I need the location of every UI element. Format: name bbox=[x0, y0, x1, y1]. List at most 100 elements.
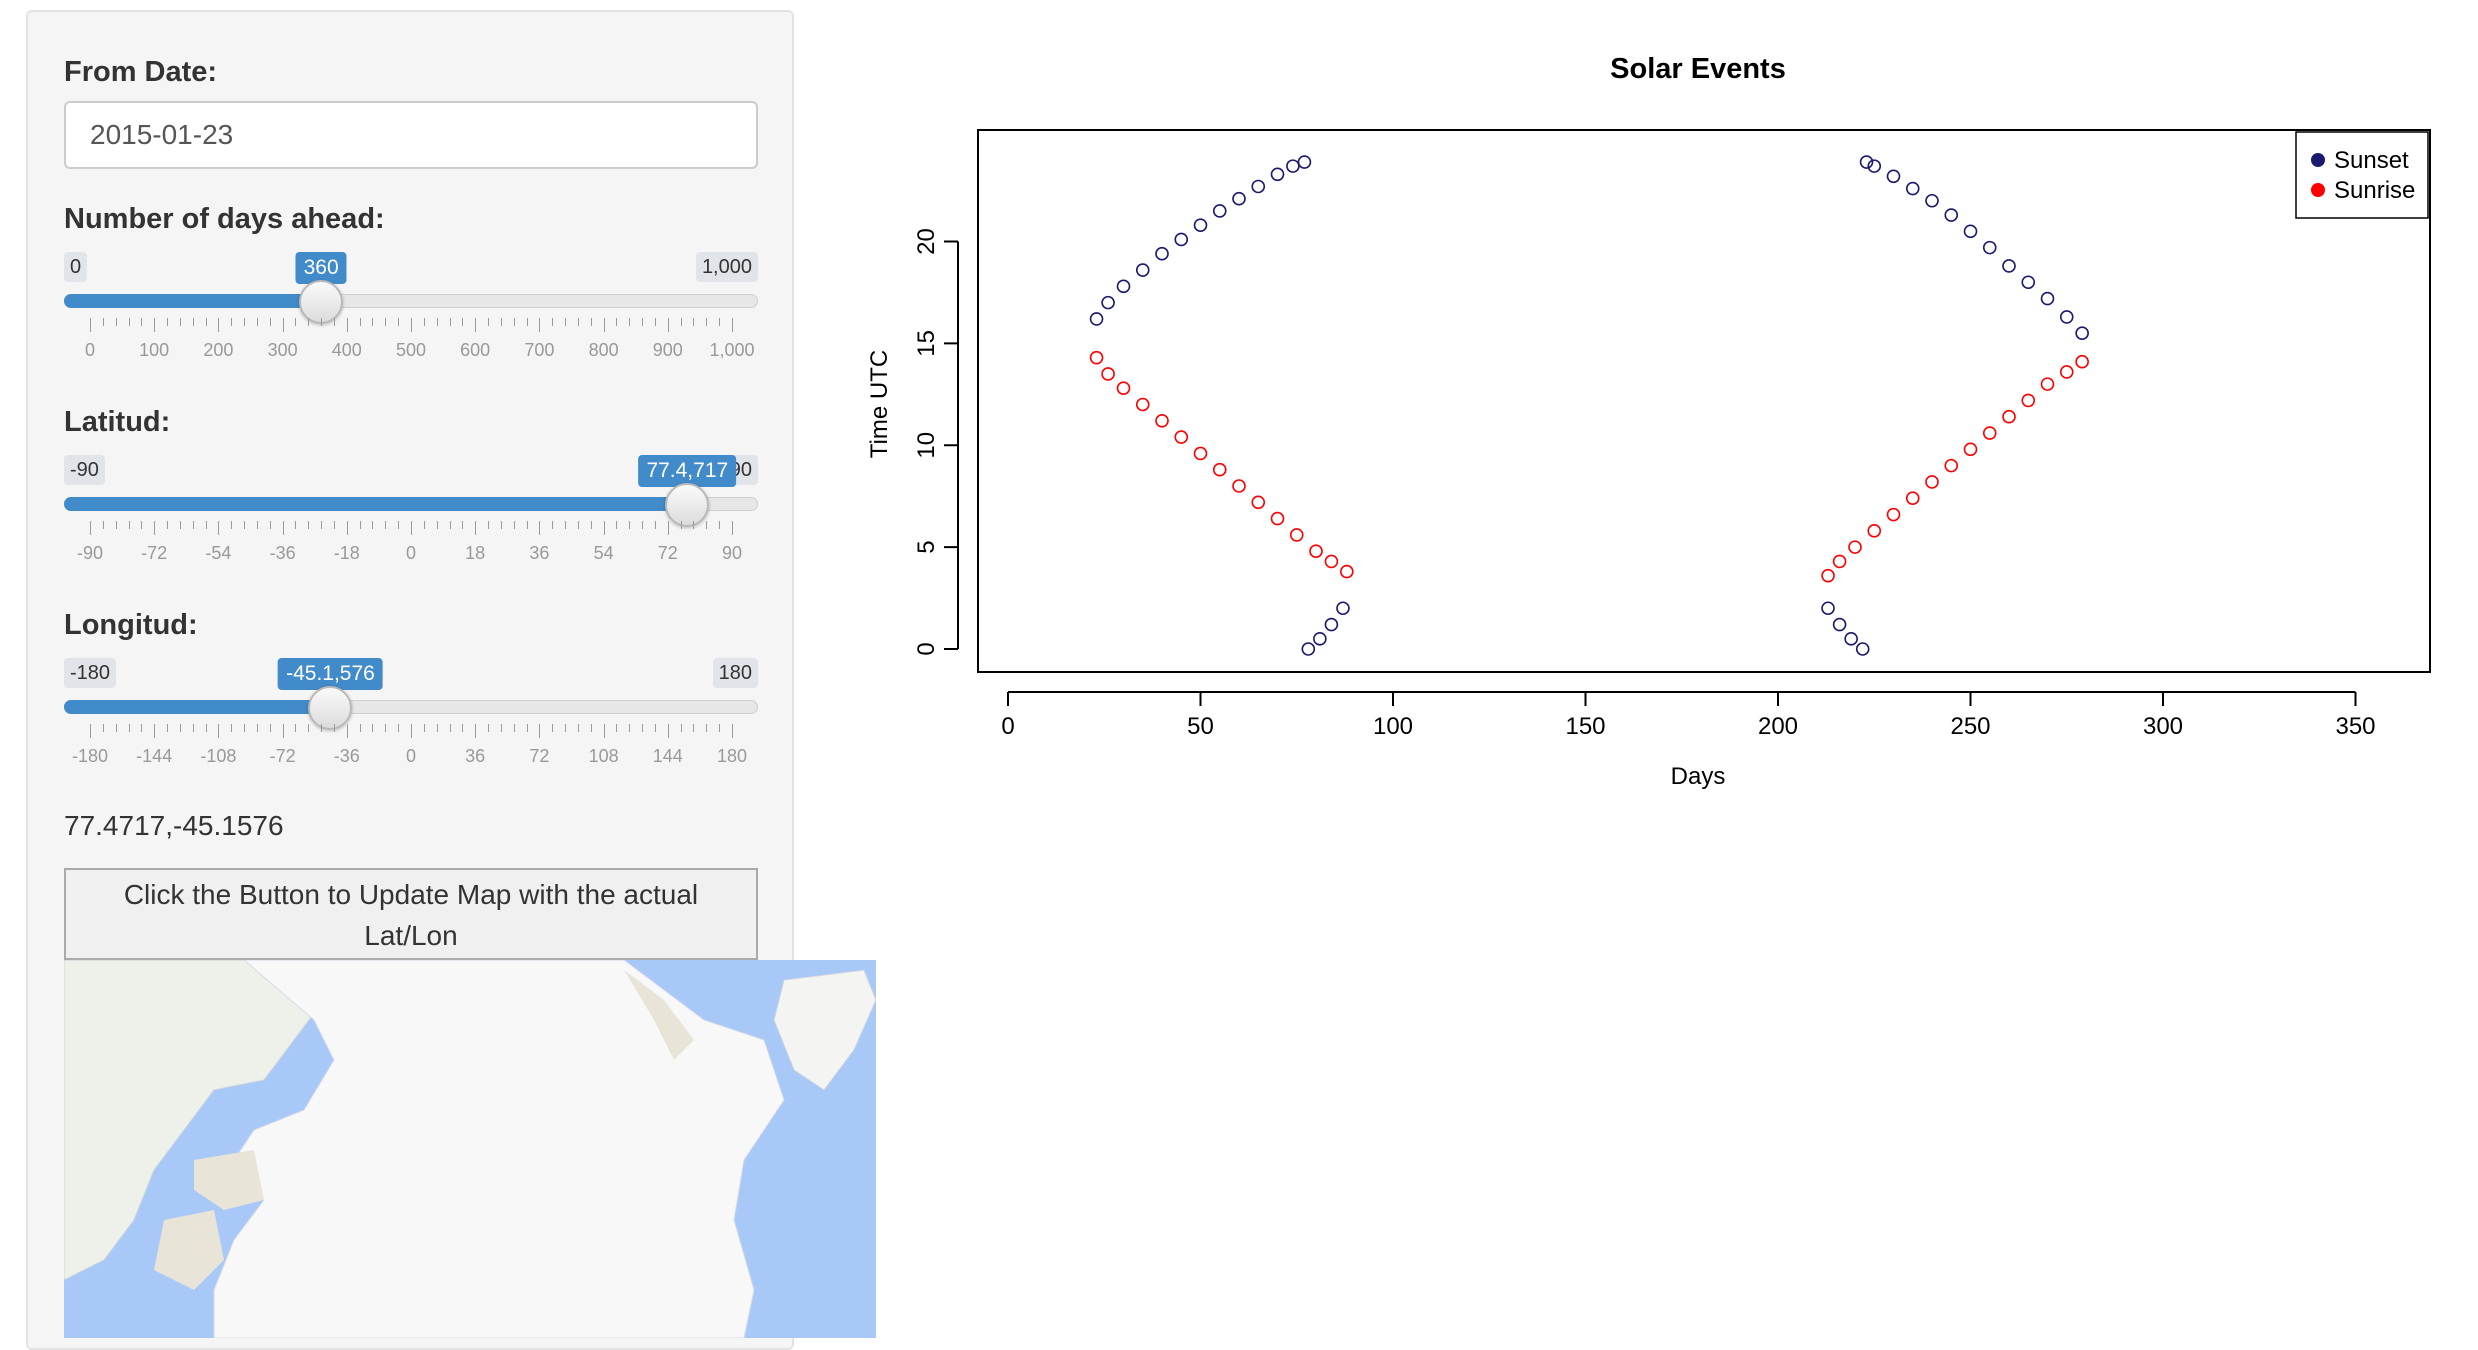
slider-tick-label: 108 bbox=[588, 746, 619, 766]
slider-tick bbox=[398, 521, 400, 529]
slider-tick bbox=[449, 724, 451, 732]
slider-tick bbox=[231, 521, 233, 529]
latitude-slider[interactable]: -90 90 77.4,717 -90 -72 -54 -36 -18 0 18 36 54 72… bbox=[64, 455, 758, 595]
sunset-point bbox=[2040, 291, 2055, 306]
slider-tick bbox=[179, 724, 181, 732]
slider-tick bbox=[359, 521, 361, 529]
slider-tick bbox=[385, 318, 387, 326]
slider-tick bbox=[706, 521, 708, 529]
slider-tick-label: 400 bbox=[331, 340, 362, 360]
slider-tick bbox=[488, 724, 490, 732]
slider-tick bbox=[115, 521, 117, 529]
slider-tick bbox=[552, 724, 554, 732]
sunrise-point bbox=[1832, 554, 1847, 569]
slider-tick bbox=[154, 521, 156, 535]
slider-handle[interactable] bbox=[665, 483, 710, 527]
plot-svg: Solar Events 0 50 100 150 200 250 300 350 0 5 10 1… bbox=[866, 53, 2431, 790]
slider-tick bbox=[256, 724, 258, 732]
slider-tick bbox=[372, 318, 374, 326]
slider-tick bbox=[359, 724, 361, 732]
from-date-label: From Date: bbox=[64, 56, 218, 88]
slider-tick bbox=[295, 521, 297, 529]
slider-tick bbox=[102, 724, 104, 732]
slider-tick bbox=[565, 724, 567, 732]
slider-tick-label: 1,000 bbox=[709, 340, 755, 360]
slider-tick-label: -54 bbox=[205, 543, 232, 563]
sunrise-point bbox=[1135, 397, 1150, 412]
slider-tick bbox=[205, 318, 207, 326]
slider-tick bbox=[590, 318, 592, 326]
sunset-point bbox=[1297, 155, 1312, 169]
sunrise-point bbox=[2002, 409, 2016, 424]
map-view[interactable] bbox=[64, 960, 876, 1338]
slider-tick bbox=[102, 521, 104, 529]
slider-tick bbox=[321, 521, 323, 529]
slider-tick bbox=[719, 724, 721, 732]
slider-min-label: -90 bbox=[64, 455, 105, 485]
x-tick-label: 350 bbox=[2335, 713, 2375, 740]
sunrise-point bbox=[1944, 458, 1959, 473]
longitude-label: Longitud: bbox=[64, 609, 198, 641]
slider-tick bbox=[167, 724, 169, 732]
x-axis: 0 50 100 150 200 250 300 350 bbox=[1001, 691, 2376, 740]
slider-tick-label: 300 bbox=[267, 340, 298, 360]
slider-tick bbox=[642, 521, 644, 529]
days-ahead-slider[interactable]: 0 1,000 360 0 100 200 300 400 500 600 700 800 900… bbox=[64, 252, 758, 392]
slider-tick bbox=[513, 724, 515, 732]
slider-tick bbox=[603, 724, 605, 738]
slider-tick bbox=[616, 318, 618, 326]
sunrise-point bbox=[1905, 491, 1920, 506]
sunset-point bbox=[1859, 155, 1874, 169]
sunset-point bbox=[1270, 167, 1285, 182]
slider-tick bbox=[449, 318, 451, 326]
coordinates-text: 77.4717,-45.1576 bbox=[64, 810, 284, 841]
slider-tick bbox=[398, 724, 400, 732]
slider-tick-label: -36 bbox=[333, 746, 360, 766]
slider-tick bbox=[295, 318, 297, 326]
sunset-point bbox=[2021, 275, 2036, 290]
slider-tick bbox=[654, 318, 656, 326]
slider-max-label: 1,000 bbox=[695, 252, 758, 282]
slider-tick bbox=[282, 521, 284, 535]
slider-tick bbox=[308, 724, 310, 732]
data-points bbox=[1089, 155, 2089, 656]
slider-tick bbox=[526, 318, 528, 326]
slider-tick bbox=[141, 318, 143, 326]
update-map-button[interactable]: Click the Button to Update Map with the … bbox=[64, 868, 758, 960]
sunset-point bbox=[1963, 224, 1978, 239]
slider-tick bbox=[475, 318, 477, 332]
x-tick-label: 0 bbox=[1001, 713, 1014, 740]
slider-tick bbox=[603, 521, 605, 535]
slider-tick bbox=[244, 724, 246, 732]
slider-tick bbox=[167, 318, 169, 326]
slider-tick bbox=[603, 318, 605, 332]
y-tick-label: 10 bbox=[913, 432, 940, 459]
slider-tick bbox=[244, 318, 246, 326]
slider-tick-label: -72 bbox=[269, 746, 296, 766]
sunrise-point bbox=[2040, 377, 2055, 391]
slider-tick bbox=[154, 318, 156, 332]
sunrise-point bbox=[2075, 354, 2089, 369]
x-axis-label: Days bbox=[1671, 763, 1726, 790]
slider-tick-label: 700 bbox=[524, 340, 555, 360]
slider-tick bbox=[590, 724, 592, 732]
longitude-slider[interactable]: -180 180 -45.1,576 -180 -144 -108 -72 -36 0 36… bbox=[64, 658, 758, 798]
slider-value-label: 360 bbox=[295, 252, 347, 292]
from-date-input[interactable]: 2015-01-23 bbox=[64, 101, 758, 169]
slider-tick bbox=[218, 318, 220, 332]
map-land-east bbox=[773, 969, 876, 1091]
slider-tick bbox=[333, 521, 335, 529]
slider-max-label: 180 bbox=[712, 658, 758, 688]
sunset-point bbox=[1855, 642, 1870, 656]
x-tick-label: 250 bbox=[1950, 713, 1990, 740]
slider-tick bbox=[577, 318, 579, 326]
slider-tick bbox=[128, 724, 130, 732]
map-bare-land bbox=[154, 1210, 224, 1290]
sunset-point bbox=[2059, 310, 2074, 324]
slider-tick bbox=[667, 521, 669, 535]
sunrise-point bbox=[1089, 350, 1104, 365]
slider-handle[interactable] bbox=[308, 686, 353, 730]
slider-tick bbox=[539, 724, 541, 738]
slider-tick bbox=[616, 724, 618, 732]
slider-tick bbox=[231, 318, 233, 326]
